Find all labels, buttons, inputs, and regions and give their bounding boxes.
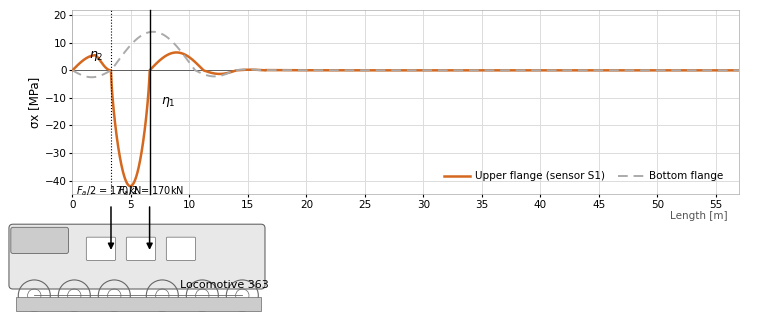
- Text: $F_a$/2 = 170kN: $F_a$/2 = 170kN: [76, 184, 142, 198]
- Y-axis label: σx [MPa]: σx [MPa]: [27, 76, 41, 128]
- FancyBboxPatch shape: [126, 237, 155, 260]
- Text: $\eta_1$: $\eta_1$: [162, 95, 176, 109]
- FancyBboxPatch shape: [166, 237, 196, 260]
- Bar: [15, 297, 261, 311]
- Text: $F_a$/2 = 170kN: $F_a$/2 = 170kN: [118, 184, 184, 198]
- Text: Locomotive 363: Locomotive 363: [180, 280, 269, 290]
- Text: Length [m]: Length [m]: [670, 211, 728, 221]
- FancyBboxPatch shape: [11, 227, 69, 253]
- Legend: Upper flange (sensor S1), Bottom flange: Upper flange (sensor S1), Bottom flange: [440, 167, 727, 186]
- FancyBboxPatch shape: [9, 224, 265, 289]
- FancyBboxPatch shape: [86, 237, 116, 260]
- Text: $\eta_2$: $\eta_2$: [88, 49, 103, 63]
